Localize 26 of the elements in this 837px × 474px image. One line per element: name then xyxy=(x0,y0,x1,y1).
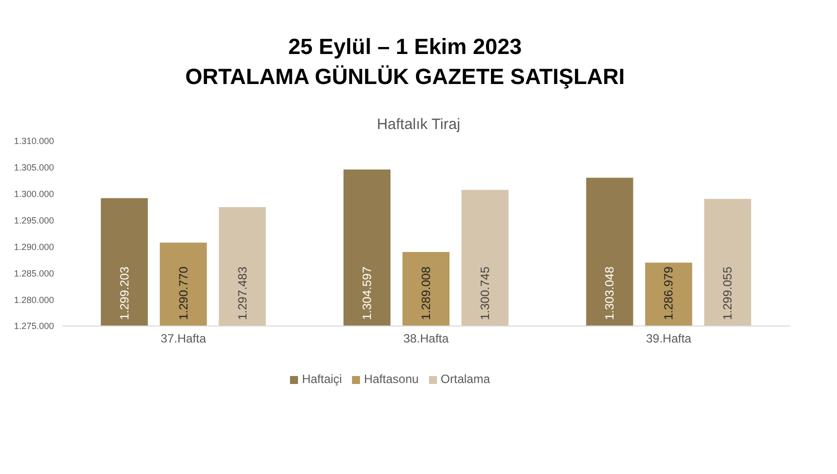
y-tick-label: 1.280.000 xyxy=(14,294,54,305)
legend-label: Haftasonu xyxy=(364,372,419,386)
data-label: 1.290.770 xyxy=(176,266,190,320)
data-label: 1.289.008 xyxy=(418,266,433,320)
chart-subtitle: ORTALAMA GÜNLÜK GAZETE SATIŞLARI xyxy=(184,63,626,91)
data-label: 1.300.745 xyxy=(478,266,492,320)
legend-label: Haftaiçi xyxy=(302,372,342,386)
x-tick-label: 38.Hafta xyxy=(403,332,449,346)
data-label: 1.299.203 xyxy=(117,266,132,320)
text: Haftalık Tiraj xyxy=(376,116,462,133)
y-tick-label: 1.275.000 xyxy=(14,321,54,332)
data-label: 1.299.055 xyxy=(720,266,735,320)
data-label: 1.297.483 xyxy=(235,266,250,320)
y-tick-label: 1.295.000 xyxy=(14,215,54,226)
legend-label: Ortalama xyxy=(440,372,490,386)
data-label: 1.286.979 xyxy=(662,266,676,320)
chart-title: 25 Eylül – 1 Ekim 2023 xyxy=(287,33,523,61)
x-tick-label: 37.Hafta xyxy=(160,332,206,346)
y-tick-label: 1.290.000 xyxy=(14,242,54,252)
y-tick-label: 1.305.000 xyxy=(14,162,54,173)
y-tick-label: 1.310.000 xyxy=(14,136,54,146)
y-tick-label: 1.300.000 xyxy=(14,189,54,200)
x-tick-label: 39.Hafta xyxy=(646,332,692,346)
y-tick-label: 1.285.000 xyxy=(14,268,54,278)
data-label: 1.303.048 xyxy=(602,266,617,320)
data-label: 1.304.597 xyxy=(360,266,374,320)
